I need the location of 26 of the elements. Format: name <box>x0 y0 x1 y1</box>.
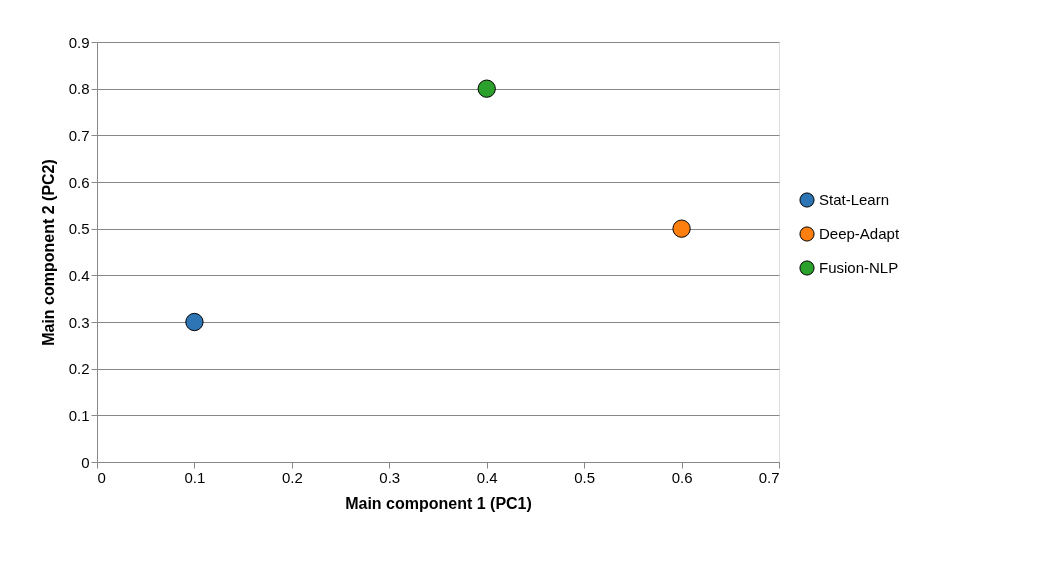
x-tick-label: 0 <box>97 468 106 486</box>
y-axis-title: Main component 2 (PC2) <box>39 159 57 346</box>
legend-label: Deep-Adapt <box>819 225 900 242</box>
x-tick-label: 0.4 <box>476 468 498 486</box>
y-tick-label: 0 <box>81 453 90 471</box>
y-tick-label: 0.6 <box>68 173 90 191</box>
point <box>185 312 204 332</box>
y-tick-label: 0.3 <box>68 313 90 331</box>
point <box>672 219 691 238</box>
y-tick-label: 0.1 <box>68 406 90 424</box>
y-tick-label: 0.4 <box>68 266 90 284</box>
x-tick-label: 0.7 <box>758 468 780 486</box>
y-tick-label: 0.9 <box>68 33 90 51</box>
y-tick-label: 0.8 <box>68 80 90 98</box>
legend-label: Stat-Learn <box>819 191 890 208</box>
y-tick-label: 0.5 <box>68 220 90 238</box>
legend-label: Fusion-NLP <box>819 259 899 276</box>
x-tick-label: 0.1 <box>184 468 206 486</box>
x-tick-label: 0.5 <box>574 468 596 486</box>
x-tick-label: 0.3 <box>379 468 401 486</box>
x-tick-label: 0.2 <box>281 468 303 486</box>
y-tick-label: 0.7 <box>68 126 90 144</box>
y-tick-label: 0.2 <box>68 360 90 378</box>
x-tick-label: 0.6 <box>671 468 693 486</box>
x-axis-title: Main component 1 (PC1) <box>345 494 532 512</box>
point <box>477 79 496 98</box>
